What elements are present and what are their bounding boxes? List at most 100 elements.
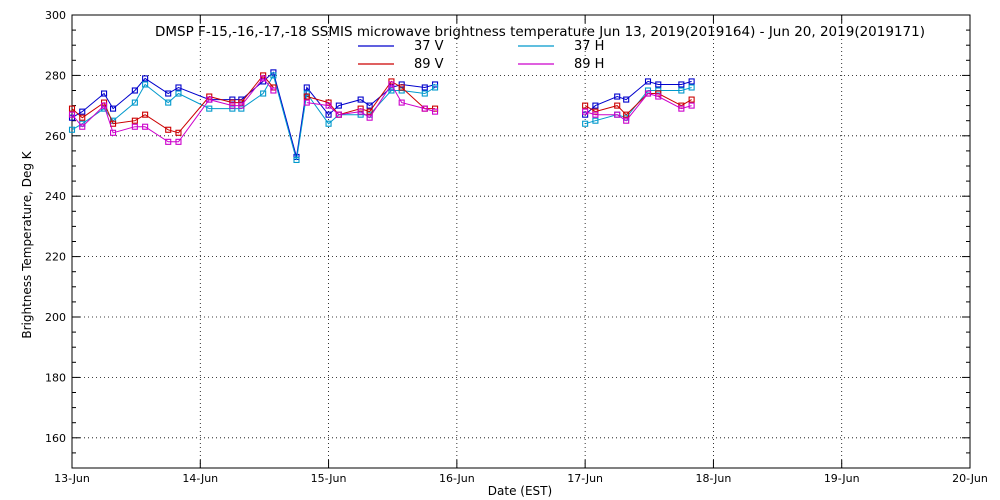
data-point bbox=[101, 90, 108, 97]
data-point bbox=[131, 87, 138, 94]
data-point bbox=[655, 93, 662, 100]
data-point bbox=[398, 84, 405, 91]
series-89-h bbox=[68, 75, 695, 145]
data-point bbox=[421, 90, 428, 97]
data-point bbox=[165, 99, 172, 106]
data-point bbox=[582, 120, 589, 127]
data-point bbox=[229, 102, 236, 109]
data-point bbox=[366, 114, 373, 121]
data-point bbox=[678, 105, 685, 112]
legend-label: 89 H bbox=[574, 57, 604, 72]
data-point bbox=[79, 114, 86, 121]
data-point bbox=[582, 108, 589, 115]
plot-frame bbox=[71, 14, 971, 469]
data-point bbox=[688, 78, 695, 85]
data-point bbox=[623, 111, 630, 118]
y-tick-label: 200 bbox=[45, 311, 66, 324]
series-line bbox=[71, 77, 274, 143]
data-point bbox=[206, 96, 213, 103]
data-point bbox=[357, 108, 364, 115]
plot-area bbox=[68, 69, 695, 164]
data-point bbox=[131, 99, 138, 106]
legend-label: 89 V bbox=[414, 57, 444, 72]
series-89-v bbox=[68, 72, 695, 136]
x-tick-label: 13-Jun bbox=[54, 472, 90, 485]
data-point bbox=[357, 96, 364, 103]
y-tick-label: 220 bbox=[45, 251, 66, 264]
data-point bbox=[101, 102, 108, 109]
data-point bbox=[175, 84, 182, 91]
data-point bbox=[592, 111, 599, 118]
data-point bbox=[68, 105, 76, 112]
grid bbox=[72, 15, 970, 468]
data-point bbox=[165, 126, 172, 133]
data-point bbox=[655, 81, 662, 88]
series-line bbox=[71, 74, 274, 134]
axes: 13-Jun 14-Jun 15-Jun 16-Jun 17-Jun 18-Jun 19-J… bbox=[45, 9, 988, 485]
data-point bbox=[388, 81, 395, 88]
legend-label: 37 V bbox=[414, 39, 444, 54]
x-tick-label: 17-Jun bbox=[567, 472, 603, 485]
data-point bbox=[142, 111, 149, 118]
data-point bbox=[678, 81, 685, 88]
series-37-h bbox=[68, 72, 695, 164]
data-point bbox=[623, 96, 630, 103]
data-point bbox=[260, 90, 267, 97]
data-point bbox=[431, 84, 439, 91]
data-point bbox=[79, 108, 86, 115]
data-point bbox=[79, 123, 86, 130]
data-point bbox=[325, 102, 332, 109]
chart-title: DMSP F-15,-16,-17,-18 SSMIS microwave br… bbox=[155, 24, 925, 40]
data-point bbox=[165, 138, 172, 145]
x-tick-label: 15-Jun bbox=[311, 472, 347, 485]
x-tick-label: 20-Jun bbox=[952, 472, 988, 485]
data-point bbox=[398, 99, 405, 106]
data-point bbox=[68, 126, 76, 133]
data-point bbox=[614, 102, 621, 109]
data-point bbox=[678, 87, 685, 94]
data-point bbox=[68, 111, 76, 118]
x-tick-label: 14-Jun bbox=[182, 472, 218, 485]
data-point bbox=[421, 84, 428, 91]
data-point bbox=[260, 75, 267, 82]
series-line bbox=[71, 71, 436, 158]
data-point bbox=[325, 120, 332, 127]
data-point bbox=[688, 84, 695, 91]
series-line bbox=[306, 80, 435, 116]
data-point bbox=[303, 99, 310, 106]
data-point bbox=[335, 102, 342, 109]
data-point bbox=[335, 111, 342, 118]
data-point bbox=[592, 117, 599, 124]
data-point bbox=[623, 117, 630, 124]
data-point bbox=[175, 138, 182, 145]
data-point bbox=[175, 129, 182, 136]
data-point bbox=[582, 102, 589, 109]
data-point bbox=[592, 102, 599, 109]
x-tick-label: 16-Jun bbox=[439, 472, 475, 485]
data-point bbox=[325, 111, 332, 118]
legend: 37 V 37 H 89 V 89 H bbox=[358, 39, 604, 72]
data-point bbox=[110, 129, 117, 136]
series-line bbox=[584, 80, 692, 116]
x-tick-label: 18-Jun bbox=[696, 472, 732, 485]
y-axis-label: Brightness Temperature, Deg K bbox=[20, 150, 34, 338]
data-point bbox=[366, 102, 373, 109]
data-point bbox=[644, 90, 652, 97]
data-point bbox=[293, 156, 300, 164]
data-point bbox=[688, 102, 695, 109]
x-axis-label: Date (EST) bbox=[488, 484, 552, 498]
data-point bbox=[206, 105, 213, 112]
series-line bbox=[306, 83, 436, 119]
data-point bbox=[421, 105, 428, 112]
data-point bbox=[142, 123, 149, 130]
data-point bbox=[614, 111, 621, 118]
data-point bbox=[270, 87, 277, 94]
data-point bbox=[303, 93, 310, 100]
data-point bbox=[688, 96, 695, 103]
x-tick-label: 19-Jun bbox=[824, 472, 860, 485]
y-tick-label: 180 bbox=[45, 371, 66, 384]
y-tick-label: 240 bbox=[45, 190, 66, 203]
data-point bbox=[142, 75, 149, 82]
y-tick-label: 160 bbox=[45, 432, 66, 445]
